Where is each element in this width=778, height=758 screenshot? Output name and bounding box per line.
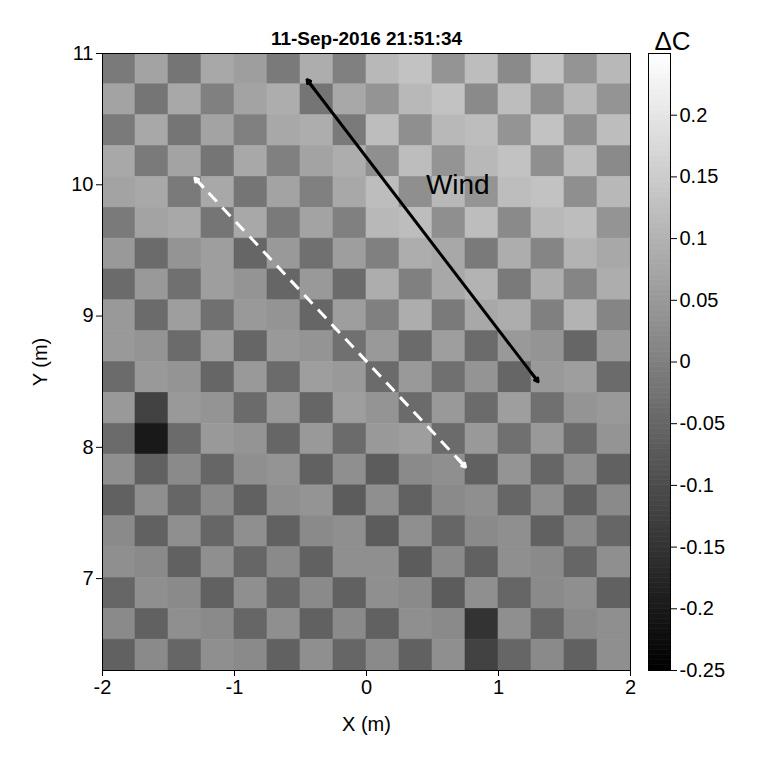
svg-text:8: 8 [82,436,93,458]
svg-text:9: 9 [82,304,93,326]
svg-text:10: 10 [71,173,93,195]
svg-text:-0.2: -0.2 [680,597,714,619]
svg-text:0: 0 [361,676,372,698]
svg-text:7: 7 [82,567,93,589]
svg-text:0.2: 0.2 [680,104,708,126]
svg-text:Wind: Wind [426,169,490,200]
svg-text:ΔC: ΔC [655,26,691,56]
svg-text:-2: -2 [94,676,112,698]
svg-text:0.15: 0.15 [680,165,719,187]
svg-text:-0.15: -0.15 [680,536,726,558]
svg-text:-1: -1 [226,676,244,698]
svg-text:Y (m): Y (m) [29,338,51,387]
svg-text:X (m): X (m) [342,713,391,735]
svg-text:-0.1: -0.1 [680,474,714,496]
svg-text:1: 1 [493,676,504,698]
svg-text:0: 0 [680,350,691,372]
svg-text:-0.05: -0.05 [680,412,726,434]
svg-text:0.05: 0.05 [680,289,719,311]
svg-text:11: 11 [73,42,94,64]
svg-text:0.1: 0.1 [680,227,708,249]
svg-text:11-Sep-2016 21:51:34: 11-Sep-2016 21:51:34 [271,28,463,49]
svg-text:2: 2 [625,676,636,698]
svg-text:-0.25: -0.25 [680,659,726,681]
